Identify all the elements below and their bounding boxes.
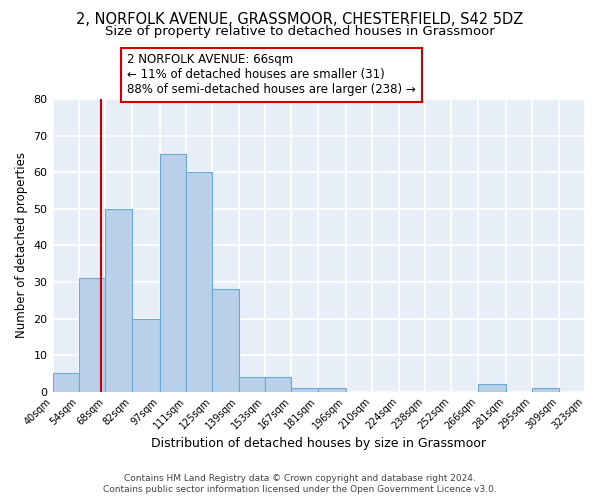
Bar [532, 388, 559, 392]
Bar [53, 374, 79, 392]
X-axis label: Distribution of detached houses by size in Grassmoor: Distribution of detached houses by size … [151, 437, 486, 450]
Text: 2 NORFOLK AVENUE: 66sqm
← 11% of detached houses are smaller (31)
88% of semi-de: 2 NORFOLK AVENUE: 66sqm ← 11% of detache… [127, 54, 416, 96]
Bar [292, 388, 318, 392]
Bar [160, 154, 186, 392]
Bar [239, 377, 265, 392]
Text: Size of property relative to detached houses in Grassmoor: Size of property relative to detached ho… [105, 25, 495, 38]
Bar [79, 278, 105, 392]
Text: 2, NORFOLK AVENUE, GRASSMOOR, CHESTERFIELD, S42 5DZ: 2, NORFOLK AVENUE, GRASSMOOR, CHESTERFIE… [76, 12, 524, 28]
Bar [186, 172, 212, 392]
Bar [131, 318, 160, 392]
Bar [105, 209, 131, 392]
Bar [212, 290, 239, 392]
Bar [265, 377, 292, 392]
Text: Contains HM Land Registry data © Crown copyright and database right 2024.
Contai: Contains HM Land Registry data © Crown c… [103, 474, 497, 494]
Bar [318, 388, 346, 392]
Y-axis label: Number of detached properties: Number of detached properties [15, 152, 28, 338]
Bar [478, 384, 506, 392]
